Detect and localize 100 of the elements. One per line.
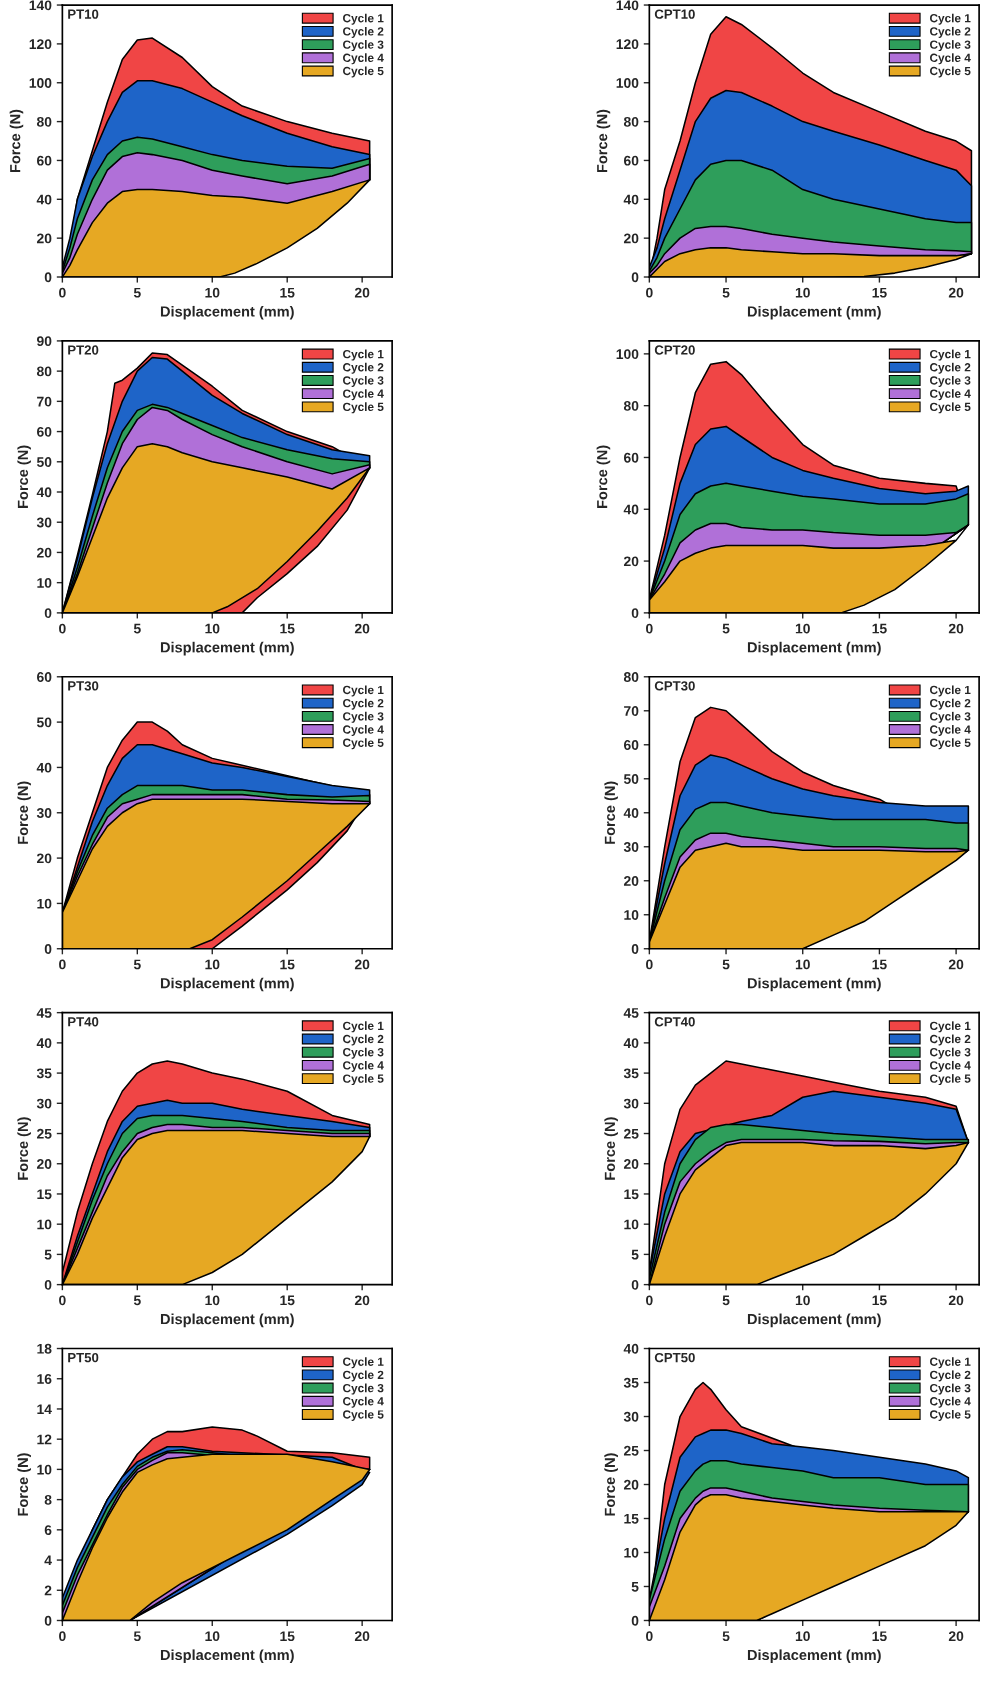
x-axis-title: Displacement (mm) (747, 305, 881, 320)
x-tick-label: 20 (354, 1295, 370, 1306)
legend-label: Cycle 4 (929, 389, 971, 401)
y-tick-label: 90 (36, 336, 52, 347)
legend-label: Cycle 5 (343, 1409, 384, 1421)
x-axis-title: Displacement (mm) (747, 977, 881, 992)
legend-label: Cycle 1 (929, 1021, 971, 1033)
x-tick-label: 10 (795, 623, 810, 634)
y-tick-label: 10 (37, 1464, 52, 1475)
y-axis-title: Force (N) (17, 1117, 31, 1180)
legend-label: Cycle 3 (929, 375, 971, 387)
x-tick-label: 5 (722, 623, 730, 634)
legend-label: Cycle 1 (929, 685, 971, 697)
y-tick-label: 20 (623, 1479, 639, 1490)
y-tick-label: 8 (44, 1494, 52, 1505)
y-axis-title: Force (N) (604, 1453, 618, 1516)
y-tick-label: 35 (36, 1068, 52, 1079)
legend-label: Cycle 1 (343, 1357, 384, 1369)
y-tick-label: 10 (37, 898, 52, 909)
legend-label: Cycle 4 (343, 389, 384, 401)
legend-label: Cycle 3 (929, 1383, 971, 1395)
legend-label: Cycle 3 (343, 1383, 384, 1395)
y-tick-label: 140 (616, 0, 639, 11)
y-tick-label: 100 (616, 78, 639, 88)
legend-label: Cycle 5 (343, 66, 384, 78)
legend-label: Cycle 3 (929, 711, 971, 723)
legend-label: Cycle 3 (343, 40, 384, 52)
y-axis-title: Force (N) (596, 109, 611, 173)
legend-label: Cycle 2 (929, 362, 971, 374)
legend-label: Cycle 2 (929, 1370, 971, 1382)
x-tick-label: 10 (795, 287, 810, 298)
y-tick-label: 30 (36, 808, 52, 818)
y-tick-label: 40 (36, 1038, 52, 1049)
y-tick-label: 60 (37, 672, 52, 682)
x-tick-label: 0 (59, 623, 66, 634)
x-tick-label: 0 (646, 959, 653, 970)
y-axis-title: Force (N) (17, 781, 31, 844)
chart-title: CPT20 (654, 345, 695, 355)
y-tick-label: 60 (623, 452, 639, 463)
y-tick-label: 80 (36, 366, 52, 377)
y-tick-label: 4 (44, 1555, 52, 1566)
y-tick-label: 30 (623, 1098, 639, 1109)
y-tick-label: 20 (623, 876, 639, 886)
x-tick-label: 5 (133, 1631, 141, 1642)
chart-title: PT50 (68, 1352, 99, 1363)
legend-label: Cycle 1 (343, 13, 384, 25)
y-tick-label: 0 (631, 944, 639, 954)
legend-label: Cycle 4 (343, 53, 384, 65)
x-axis-title: Displacement (mm) (160, 1649, 294, 1663)
x-tick-label: 15 (872, 1631, 887, 1642)
legend-label: Cycle 3 (343, 375, 384, 387)
y-tick-label: 40 (623, 504, 639, 515)
legend-label: Cycle 5 (343, 1074, 384, 1086)
legend-label: Cycle 1 (929, 1357, 971, 1369)
x-tick-label: 0 (59, 1295, 66, 1306)
y-tick-label: 40 (36, 487, 52, 498)
legend-label: Cycle 5 (929, 1074, 971, 1086)
x-tick-label: 20 (354, 287, 370, 298)
y-tick-label: 40 (623, 1038, 639, 1049)
y-axis-title: Force (N) (17, 1453, 31, 1516)
x-tick-label: 10 (205, 1295, 220, 1306)
y-axis-title: Force (N) (604, 781, 618, 844)
x-tick-label: 10 (205, 1631, 220, 1642)
y-tick-label: 120 (616, 39, 639, 50)
legend-label: Cycle 2 (343, 1034, 384, 1046)
y-tick-label: 70 (624, 706, 639, 716)
y-tick-label: 10 (624, 910, 639, 920)
legend-label: Cycle 1 (929, 349, 971, 361)
y-tick-label: 100 (616, 349, 639, 360)
y-tick-label: 100 (29, 78, 52, 88)
y-tick-label: 30 (36, 517, 52, 528)
y-tick-label: 35 (623, 1377, 639, 1388)
y-tick-label: 60 (623, 155, 639, 166)
x-tick-label: 10 (205, 287, 220, 298)
x-tick-label: 5 (722, 1631, 730, 1642)
x-tick-label: 10 (795, 1295, 810, 1306)
y-tick-label: 15 (624, 1513, 639, 1524)
chart-title: CPT10 (654, 9, 695, 19)
chart-title: CPT50 (654, 1352, 695, 1363)
y-tick-label: 2 (44, 1585, 52, 1596)
legend-label: Cycle 1 (343, 349, 384, 361)
x-tick-label: 15 (872, 287, 887, 298)
y-tick-label: 30 (623, 1411, 639, 1422)
legend-label: Cycle 2 (343, 362, 384, 374)
y-tick-label: 10 (37, 577, 52, 588)
chart-title: CPT40 (654, 1017, 695, 1027)
x-tick-label: 0 (59, 959, 66, 970)
legend-label: Cycle 5 (929, 66, 971, 78)
y-tick-label: 20 (623, 233, 639, 244)
y-tick-label: 20 (623, 556, 639, 567)
x-axis-title: Displacement (mm) (160, 305, 294, 320)
legend-label: Cycle 3 (343, 1047, 384, 1059)
x-tick-label: 15 (280, 1631, 295, 1642)
y-tick-label: 0 (44, 1615, 52, 1626)
y-tick-label: 0 (631, 272, 639, 283)
x-tick-label: 0 (59, 287, 66, 298)
y-tick-label: 6 (44, 1525, 52, 1535)
y-axis-title: Force (N) (17, 445, 31, 508)
x-tick-label: 15 (872, 1295, 887, 1306)
y-tick-label: 40 (36, 194, 52, 205)
